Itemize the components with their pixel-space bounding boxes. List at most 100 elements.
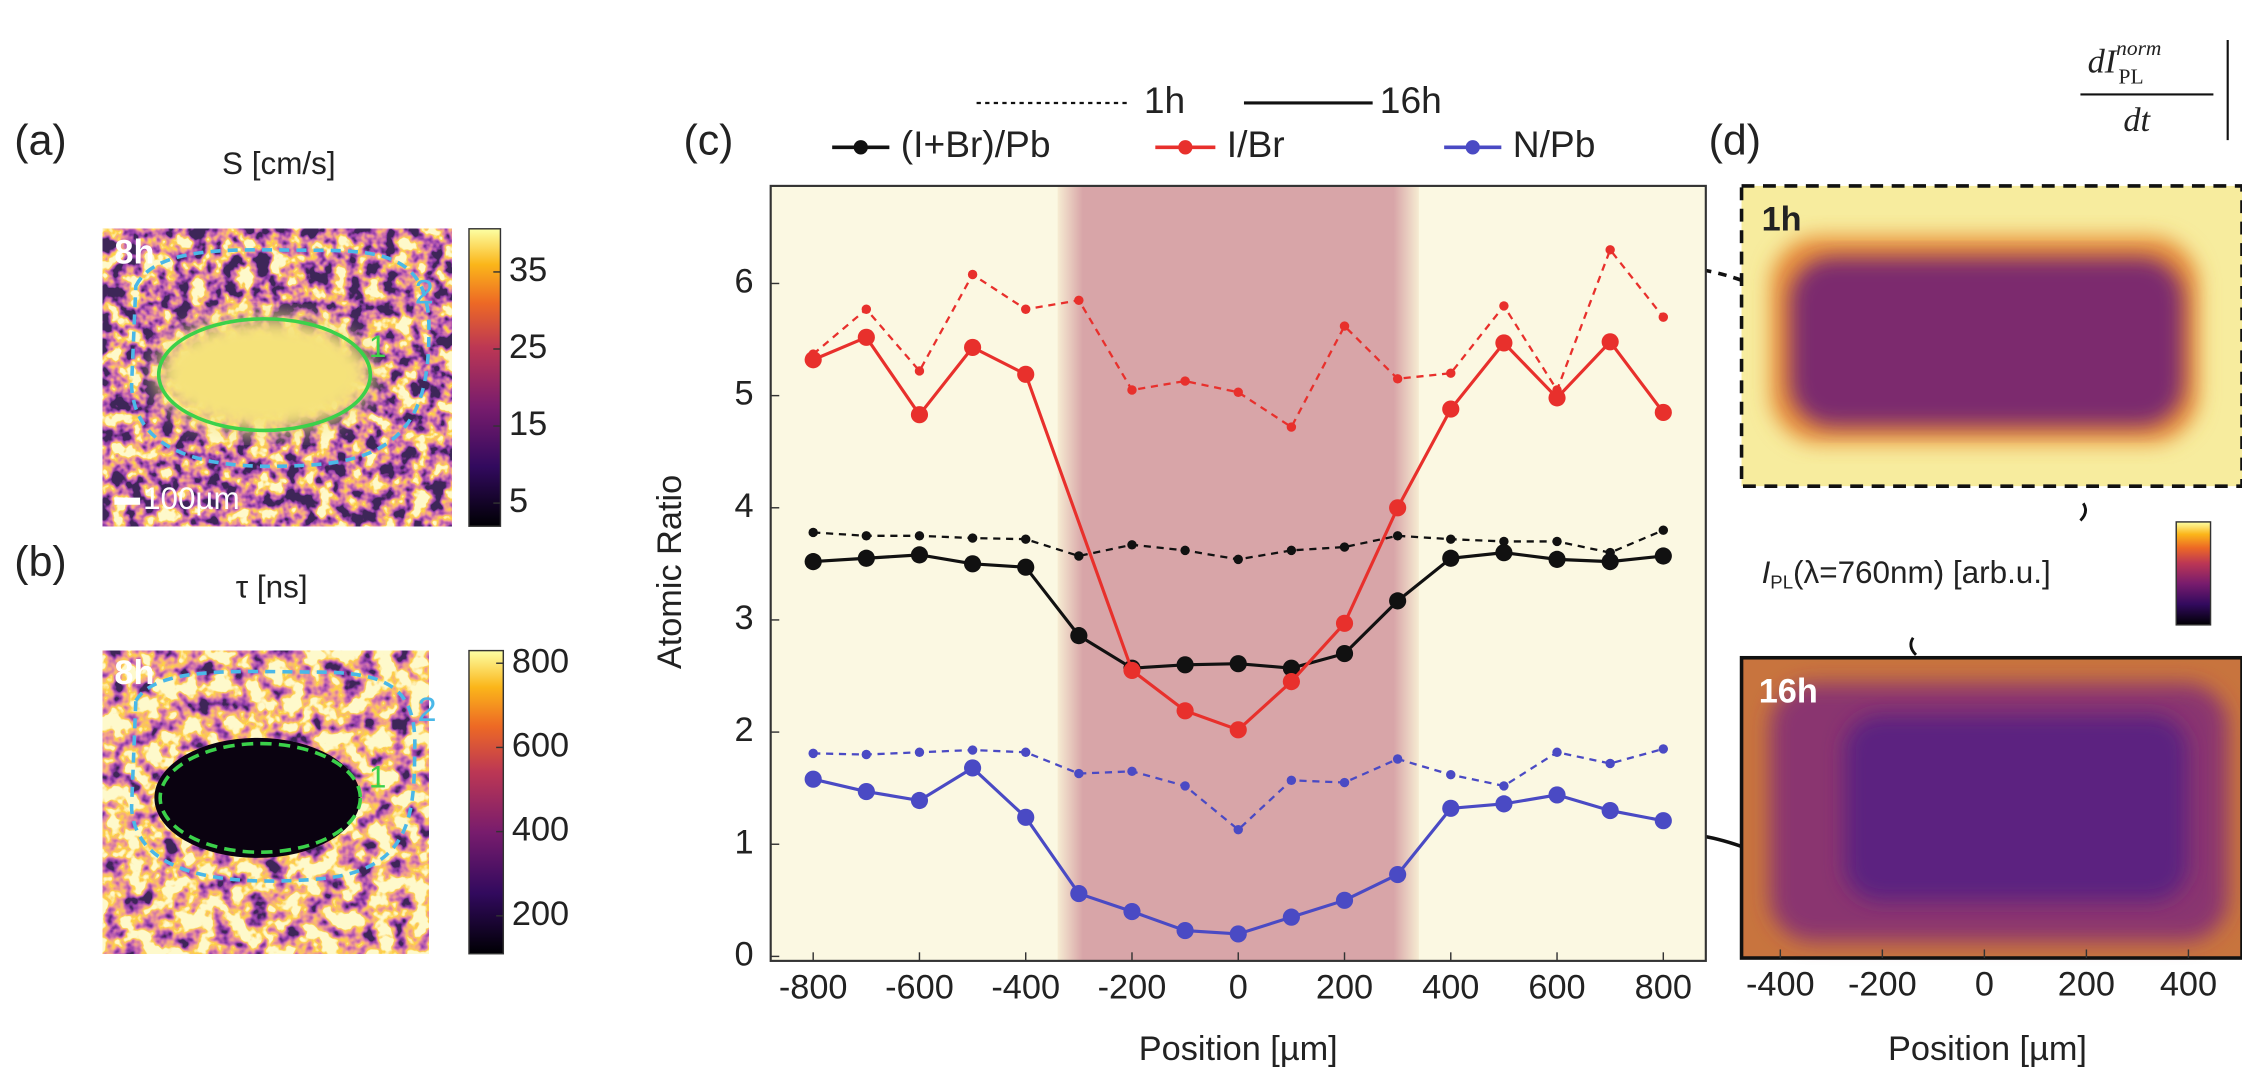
y-tick-label: 4 bbox=[734, 487, 753, 525]
colorbar-tick-label: 400 bbox=[512, 811, 569, 849]
header-formula: dInorm PL dt bbox=[2080, 36, 2229, 141]
data-point bbox=[804, 770, 822, 788]
x-axis-label: Position [µm] bbox=[1888, 1030, 2087, 1068]
y-tick-label: 1 bbox=[734, 823, 753, 861]
formula-subscript: PL bbox=[2119, 65, 2144, 89]
data-point bbox=[808, 527, 818, 538]
legend-label: I/Br bbox=[1227, 123, 1285, 165]
data-point bbox=[1658, 744, 1669, 754]
data-point bbox=[1176, 922, 1194, 940]
panel-label: (d) bbox=[1709, 116, 1761, 164]
x-tick-label: -600 bbox=[885, 969, 954, 1007]
data-point bbox=[1180, 781, 1190, 791]
data-point bbox=[1548, 389, 1566, 407]
data-point bbox=[1017, 808, 1035, 826]
data-point bbox=[1446, 769, 1456, 780]
data-point bbox=[1335, 614, 1354, 632]
colorbar-tick-label: 200 bbox=[512, 895, 569, 933]
data-point bbox=[1286, 545, 1297, 556]
data-point bbox=[1495, 334, 1513, 352]
image-time-label: 1h bbox=[1762, 201, 1802, 239]
data-point bbox=[1552, 536, 1562, 547]
data-point bbox=[808, 748, 818, 759]
data-point bbox=[964, 555, 982, 573]
panel-title: τ [ns] bbox=[236, 569, 308, 604]
data-point bbox=[1654, 547, 1672, 565]
data-point bbox=[1442, 549, 1460, 567]
data-line bbox=[812, 247, 1665, 429]
time-label: 8h bbox=[114, 654, 154, 692]
y-tick-label: 5 bbox=[734, 375, 753, 413]
formula-numerator: dInorm PL bbox=[2088, 36, 2162, 89]
data-point bbox=[1229, 655, 1247, 673]
data-point bbox=[1442, 799, 1460, 817]
colorbar-tick-label: 35 bbox=[509, 251, 547, 289]
colorbar-tick-label: 800 bbox=[512, 642, 569, 680]
data-point bbox=[1282, 673, 1300, 691]
data-point bbox=[861, 531, 872, 541]
data-point bbox=[964, 338, 982, 356]
highlight-region bbox=[1057, 185, 1419, 961]
legend-marker bbox=[1465, 140, 1480, 155]
data-point bbox=[967, 533, 978, 543]
data-point bbox=[1176, 702, 1194, 720]
data-point bbox=[1339, 777, 1350, 788]
data-point bbox=[1389, 592, 1407, 610]
data-point bbox=[1392, 374, 1403, 384]
x-tick-label: 200 bbox=[1316, 969, 1373, 1007]
x-tick-label: 0 bbox=[1229, 969, 1248, 1007]
data-point bbox=[1123, 902, 1141, 921]
y-tick-label: 3 bbox=[734, 599, 753, 637]
panel-label: (a) bbox=[14, 116, 66, 164]
x-axis-label: Position [µm] bbox=[1139, 1030, 1338, 1068]
data-point bbox=[1446, 534, 1456, 544]
data-point bbox=[1282, 659, 1300, 677]
data-point bbox=[857, 549, 875, 567]
data-point bbox=[910, 791, 929, 810]
data-point bbox=[914, 366, 925, 376]
data-point bbox=[1233, 554, 1243, 565]
data-point bbox=[1021, 747, 1031, 757]
data-point bbox=[1495, 795, 1513, 813]
data-point bbox=[1392, 754, 1403, 764]
data-point bbox=[1127, 766, 1137, 777]
y-axis-label: Atomic Ratio bbox=[651, 475, 689, 669]
data-point bbox=[1070, 627, 1088, 645]
formula-numerator-text: dI bbox=[2088, 42, 2118, 80]
data-point bbox=[1605, 758, 1615, 769]
data-point bbox=[967, 269, 978, 280]
region-label: 1 bbox=[369, 329, 386, 364]
data-point bbox=[804, 351, 822, 369]
panel-title: S [cm/s] bbox=[222, 146, 336, 181]
formula-superscript: norm bbox=[2116, 36, 2161, 60]
time-label: 8h bbox=[114, 234, 154, 272]
x-tick-label: -800 bbox=[779, 969, 848, 1007]
data-point bbox=[1233, 824, 1243, 835]
x-tick-label: -400 bbox=[1746, 966, 1815, 1004]
data-point bbox=[1233, 387, 1243, 397]
x-tick-label: 200 bbox=[2058, 966, 2115, 1004]
data-point bbox=[1074, 551, 1084, 561]
heatmap-b bbox=[102, 650, 429, 954]
scale-bar-label: 100µm bbox=[143, 481, 240, 516]
data-point bbox=[1499, 301, 1509, 311]
panel-label: (c) bbox=[683, 116, 733, 164]
data-point bbox=[1176, 656, 1194, 674]
region-label: 1 bbox=[369, 760, 386, 795]
image-d bbox=[1646, 184, 2242, 960]
region-label: 2 bbox=[418, 691, 437, 729]
data-point bbox=[1389, 865, 1407, 884]
legend-marker bbox=[853, 140, 868, 155]
image-time-label: 16h bbox=[1759, 673, 1818, 711]
y-tick-label: 6 bbox=[734, 263, 753, 301]
data-point bbox=[1601, 802, 1619, 820]
data-point bbox=[1021, 534, 1031, 544]
data-line bbox=[812, 335, 1665, 732]
data-point bbox=[1335, 645, 1354, 663]
data-point bbox=[861, 304, 872, 314]
data-point bbox=[1605, 245, 1615, 255]
colorbar-tick-label: 25 bbox=[509, 328, 547, 366]
data-point bbox=[1658, 525, 1669, 535]
data-point bbox=[1021, 304, 1031, 314]
